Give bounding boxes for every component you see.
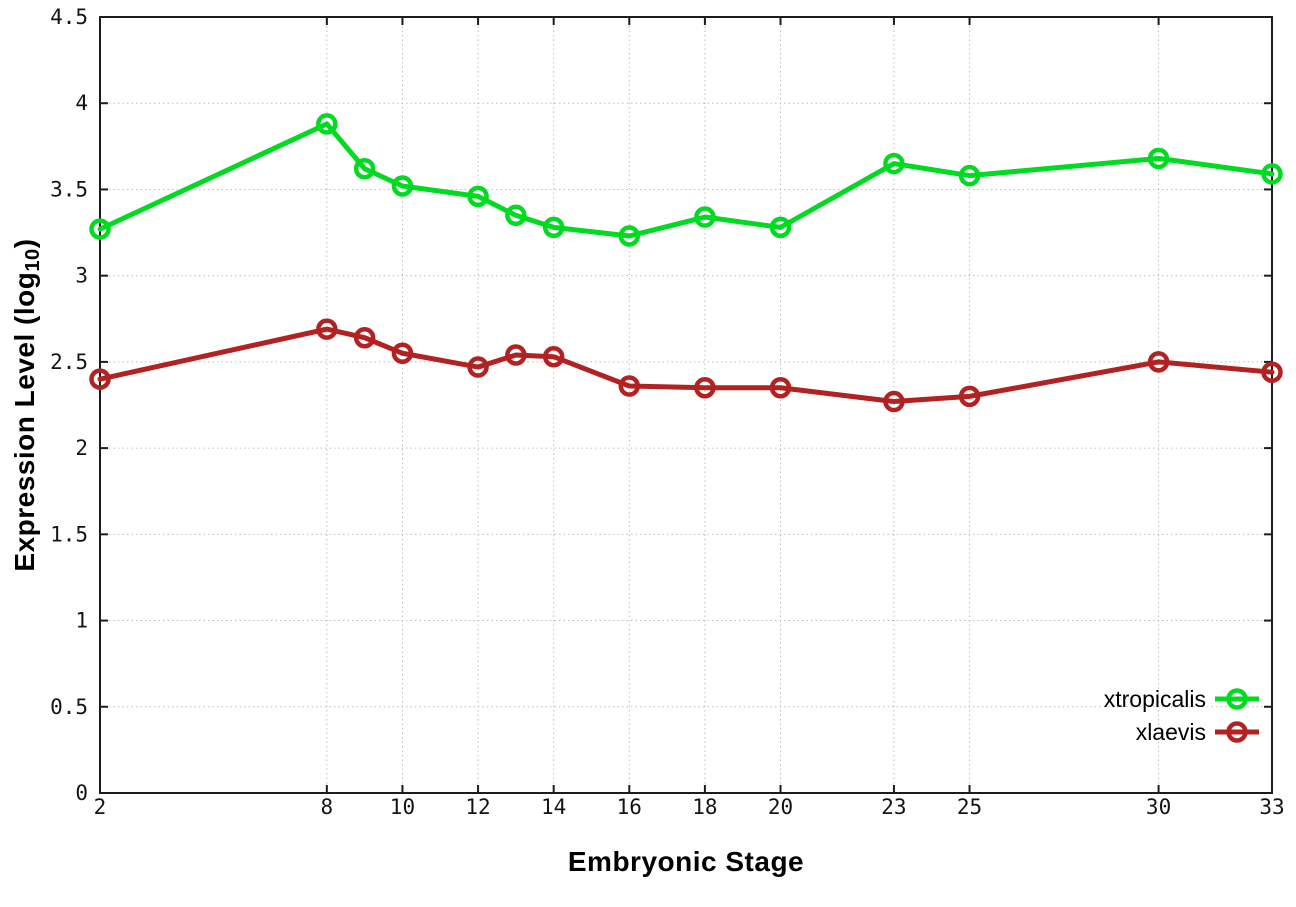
series-line-xlaevis [97, 326, 1275, 405]
y-tick-label: 2.5 [50, 350, 88, 374]
data-point-xlaevis [391, 342, 414, 365]
data-point-xtropicalis [958, 164, 981, 187]
legend-label-xlaevis: xlaevis [1135, 718, 1206, 745]
x-tick-label: 16 [617, 795, 642, 819]
data-point-xlaevis [505, 344, 527, 366]
data-point-xtropicalis [391, 175, 414, 197]
y-axis-title: Expression Level (log10) [9, 238, 45, 571]
plot-border [99, 16, 1273, 794]
data-point-xtropicalis [1261, 163, 1283, 185]
y-tick-label: 3 [75, 264, 88, 288]
legend-marker-xtropicalis-icon [1215, 688, 1259, 710]
x-tick-label: 30 [1146, 795, 1171, 819]
data-point-xlaevis [883, 390, 905, 413]
y-tick-label: 1.5 [50, 522, 88, 546]
x-tick-label: 23 [881, 795, 906, 819]
legend: xtropicalis xlaevis [1104, 684, 1260, 747]
data-point-xtropicalis [1147, 147, 1170, 170]
x-tick-label: 10 [390, 795, 415, 819]
data-point-xtropicalis [467, 185, 489, 208]
data-point-xtropicalis [353, 158, 376, 180]
data-point-xlaevis [769, 377, 792, 399]
data-point-xtropicalis [769, 216, 792, 239]
x-tick-label: 12 [465, 795, 490, 819]
data-point-xtropicalis [505, 204, 527, 227]
x-tick-label: 18 [692, 795, 717, 819]
x-tick-label: 25 [957, 795, 982, 819]
y-tick-label: 0.5 [50, 695, 88, 719]
legend-item-xtropicalis: xtropicalis [1104, 684, 1260, 714]
data-point-xlaevis [89, 368, 111, 390]
y-axis-title-main: Expression Level (log [8, 271, 40, 572]
x-tick-label: 33 [1259, 795, 1284, 819]
data-point-xlaevis [467, 356, 489, 378]
y-tick-label: 3.5 [50, 177, 88, 201]
data-point-xlaevis [1147, 351, 1170, 373]
y-tick-label: 1 [75, 609, 88, 633]
x-tick-label: 8 [321, 795, 334, 819]
series-line-xtropicalis [97, 121, 1275, 239]
data-point-xtropicalis [618, 225, 641, 247]
legend-label-xtropicalis: xtropicalis [1103, 685, 1206, 712]
y-axis-title-close: ) [8, 238, 40, 249]
x-tick-label: 14 [541, 795, 566, 819]
data-point-xtropicalis [89, 218, 111, 240]
data-point-xlaevis [542, 345, 565, 368]
data-point-xtropicalis [542, 216, 565, 239]
data-point-xlaevis [618, 375, 641, 397]
y-tick-label: 2 [75, 436, 88, 460]
x-tick-label: 20 [768, 795, 793, 819]
y-axis-title-subscript: 10 [22, 248, 45, 272]
data-point-xlaevis [1261, 361, 1283, 383]
data-point-xlaevis [694, 377, 716, 399]
data-point-xlaevis [316, 318, 338, 340]
data-point-xtropicalis [694, 206, 716, 228]
y-tick-label: 0 [75, 781, 88, 805]
data-point-xlaevis [958, 385, 981, 408]
legend-marker-xlaevis-icon [1215, 721, 1259, 743]
data-point-xlaevis [353, 326, 376, 349]
x-axis-title: Embryonic Stage [567, 846, 805, 877]
data-point-xtropicalis [883, 152, 905, 175]
x-tick-label: 2 [94, 795, 107, 819]
y-tick-label: 4 [75, 91, 88, 115]
legend-item-xlaevis: xlaevis [1136, 717, 1260, 747]
data-point-xtropicalis [316, 113, 338, 135]
y-tick-label: 4.5 [50, 5, 88, 29]
